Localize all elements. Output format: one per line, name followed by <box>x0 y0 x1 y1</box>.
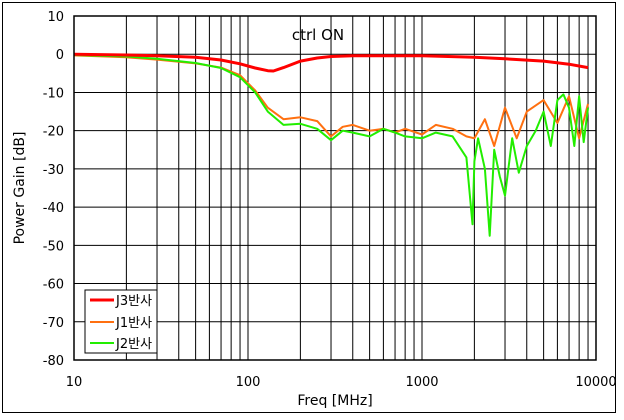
legend-label-j2: J2반사 <box>115 337 152 352</box>
legend: J3반사 J1반사 J2반사 <box>84 289 158 354</box>
x-axis-ticks: 10 100 1000 10000 <box>66 375 617 390</box>
x-tick-label: 10000 <box>575 375 616 390</box>
series-line-2 <box>73 54 589 237</box>
x-tick-label: 1000 <box>405 375 438 390</box>
series-line-0 <box>73 52 589 73</box>
y-tick-label: -60 <box>43 278 64 293</box>
y-axis-ticks: 10 0 -10 -20 -30 -40 -50 -60 -70 -80 <box>43 10 64 369</box>
legend-label-j1: J1반사 <box>115 316 152 331</box>
y-tick-label: 0 <box>56 48 64 63</box>
y-tick-label: 10 <box>47 10 64 25</box>
legend-label-j3: J3반사 <box>115 294 152 309</box>
y-tick-label: -80 <box>43 354 64 369</box>
y-tick-label: -50 <box>43 239 64 254</box>
plot-area-border <box>73 15 597 361</box>
y-tick-label: -70 <box>43 316 64 331</box>
x-axis-label: Freq [MHz] <box>297 393 372 409</box>
x-tick-label: 100 <box>236 375 261 390</box>
y-axis-label: Power Gain [dB] <box>12 132 28 245</box>
data-series <box>73 52 589 237</box>
y-tick-label: -40 <box>43 201 64 216</box>
y-tick-label: -20 <box>43 125 64 140</box>
y-tick-label: -30 <box>43 163 64 178</box>
x-tick-label: 10 <box>66 375 83 390</box>
y-tick-label: -10 <box>43 86 64 101</box>
chart-title: ctrl ON <box>292 26 344 44</box>
chart-frame <box>2 2 616 413</box>
